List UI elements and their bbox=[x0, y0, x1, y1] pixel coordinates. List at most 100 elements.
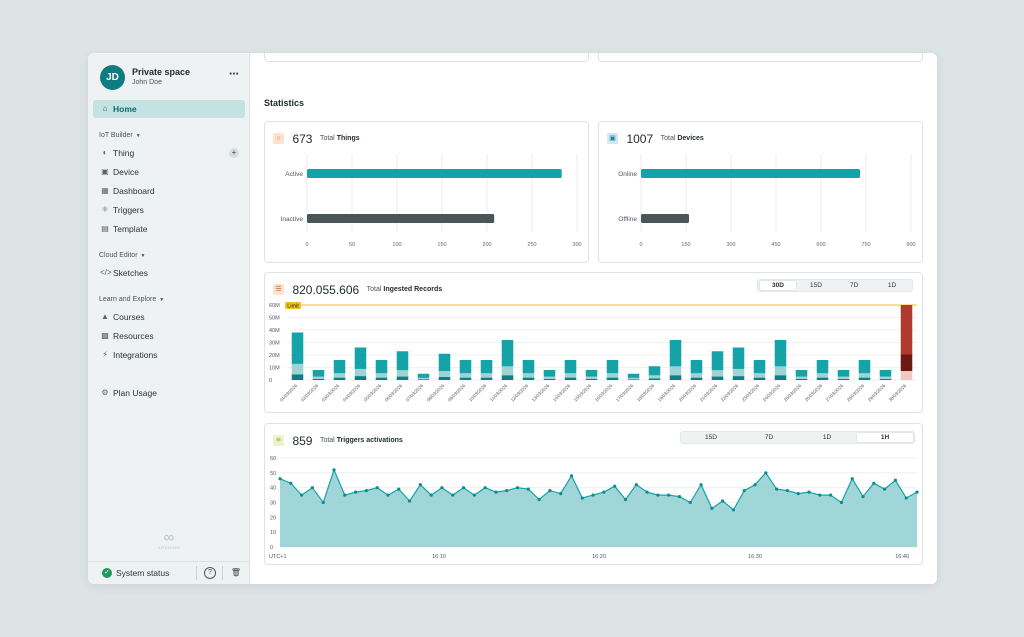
data-point bbox=[505, 489, 509, 493]
data-point bbox=[375, 486, 379, 490]
sidebar-item-plan-usage[interactable]: ⚙ Plan Usage bbox=[93, 384, 245, 402]
y-tick-label: 20M bbox=[269, 353, 280, 359]
bar-segment bbox=[375, 360, 388, 374]
data-point bbox=[397, 487, 401, 491]
bar-segment bbox=[291, 332, 304, 364]
bar-segment bbox=[312, 376, 325, 379]
data-point bbox=[591, 493, 595, 497]
data-point bbox=[548, 489, 552, 493]
bar-segment bbox=[522, 377, 535, 380]
bar-segment bbox=[480, 377, 493, 380]
y-tick-label: 30M bbox=[269, 341, 280, 347]
devices-total: 1007 bbox=[626, 131, 654, 146]
caret-down-icon: ▼ bbox=[140, 253, 146, 259]
x-tick-label: 16:40 bbox=[895, 554, 909, 560]
range-15d[interactable]: 15D bbox=[810, 282, 822, 289]
bar-segment bbox=[396, 351, 409, 371]
range-1h[interactable]: 1H bbox=[857, 433, 913, 442]
data-point bbox=[440, 486, 444, 490]
x-tick-label: 10/03/2026 bbox=[468, 383, 488, 403]
things-icon: ○ bbox=[273, 133, 284, 145]
range-15d[interactable]: 15D bbox=[705, 434, 717, 441]
data-point bbox=[559, 492, 563, 496]
x-tick-label: 0 bbox=[305, 242, 308, 248]
sidebar: JD Private space John Doe ⋯ ⌂ Home IoT B… bbox=[88, 53, 250, 584]
sidebar-item-dashboard[interactable]: ▦ Dashboard bbox=[93, 182, 245, 200]
data-point bbox=[688, 500, 692, 505]
sidebar-item-courses[interactable]: ▲ Courses bbox=[93, 308, 245, 326]
arduino-logo: ∞ ARDUINO bbox=[152, 530, 186, 553]
bar-segment bbox=[375, 377, 388, 380]
x-tick-label: 750 bbox=[861, 242, 870, 248]
x-tick-label: 17/03/2026 bbox=[615, 383, 635, 403]
records-stacked-bar-chart: 60M 50M 40M 30M 20M 10M 0 Limit 01/03/2026 02/03/… bbox=[269, 302, 917, 403]
data-point bbox=[796, 492, 800, 496]
bar-segment bbox=[753, 360, 766, 374]
sidebar-item-sketches[interactable]: </> Sketches bbox=[93, 264, 245, 282]
sidebar-item-template[interactable]: ▤ Template bbox=[93, 220, 245, 238]
sidebar-item-integrations[interactable]: ⚡ Integrations bbox=[93, 346, 245, 364]
data-point bbox=[915, 490, 919, 494]
x-tick-label: 24/03/2026 bbox=[762, 383, 782, 403]
sidebar-item-home[interactable]: ⌂ Home bbox=[93, 100, 245, 118]
bar-segment bbox=[816, 373, 829, 378]
x-tick-label: 450 bbox=[771, 242, 780, 248]
things-header: ○ 673 Total Things bbox=[273, 130, 360, 146]
y-tick-label: 40 bbox=[270, 486, 276, 492]
sidebar-item-resources[interactable]: ▩ Resources bbox=[93, 327, 245, 345]
y-tick-label: 60M bbox=[269, 303, 280, 309]
bar-segment bbox=[480, 360, 493, 374]
bar-segment bbox=[333, 377, 346, 380]
bar-segment bbox=[732, 368, 745, 377]
data-point bbox=[602, 490, 606, 494]
data-point bbox=[613, 484, 617, 488]
bar-segment bbox=[900, 354, 913, 371]
section-label: Learn and Explore bbox=[99, 296, 157, 303]
data-point bbox=[829, 493, 833, 497]
range-1d[interactable]: 1D bbox=[887, 282, 897, 289]
workspace-switcher[interactable]: JD Private space John Doe ⋯ bbox=[100, 65, 240, 91]
y-tick-label: 20 bbox=[270, 515, 276, 521]
devices-card: ▣ 1007 Total Devices 0 150 300 450 600 750 900… bbox=[598, 121, 923, 263]
caret-down-icon: ▼ bbox=[159, 297, 165, 303]
bar-segment bbox=[438, 376, 451, 380]
x-tick-label: 16/03/2026 bbox=[594, 383, 614, 403]
more-dots-icon[interactable]: ⋯ bbox=[229, 69, 240, 80]
x-tick-label: 22/03/2026 bbox=[720, 383, 740, 403]
things-card: ○ 673 Total Things 0 50 100 150 200 250 300 Act… bbox=[264, 121, 589, 263]
range-7d[interactable]: 7D bbox=[764, 434, 774, 441]
sidebar-item-triggers[interactable]: ⚛ Triggers bbox=[93, 201, 245, 219]
bar-segment bbox=[774, 366, 787, 376]
data-point bbox=[451, 493, 455, 497]
sidebar-item-label: Device bbox=[113, 167, 139, 177]
x-tick-label: 14/03/2026 bbox=[552, 383, 572, 403]
range-7d[interactable]: 7D bbox=[849, 282, 859, 289]
section-learn-explore[interactable]: Learn and Explore ▼ bbox=[99, 296, 164, 303]
category-label: Inactive bbox=[281, 216, 304, 223]
bar-segment bbox=[900, 305, 913, 355]
records-range-selector: 30D 15D 7D 1D bbox=[757, 279, 913, 292]
x-tick-label: 26/03/2026 bbox=[804, 383, 824, 403]
range-30d[interactable]: 30D bbox=[760, 281, 796, 290]
section-iot-builder[interactable]: IoT Builder ▼ bbox=[99, 132, 141, 139]
data-point bbox=[839, 500, 844, 505]
sidebar-item-device[interactable]: ▣ Device bbox=[93, 163, 245, 181]
x-tick-label: 150 bbox=[437, 242, 446, 248]
bar-segment bbox=[690, 360, 703, 374]
bar-segment bbox=[858, 360, 871, 374]
add-thing-plus-icon[interactable]: + bbox=[229, 148, 239, 158]
bar-segment bbox=[606, 360, 619, 374]
trash-icon[interactable]: 🗑 bbox=[230, 568, 242, 577]
bar-segment bbox=[753, 377, 766, 380]
section-cloud-editor[interactable]: Cloud Editor ▼ bbox=[99, 252, 145, 259]
help-icon[interactable]: ? bbox=[204, 567, 216, 579]
triggers-range-selector: 15D 7D 1D 1H bbox=[680, 431, 915, 444]
bar-segment bbox=[648, 366, 661, 376]
plug-icon: ⚡ bbox=[102, 350, 108, 359]
x-tick-label: 29/03/2026 bbox=[867, 383, 887, 403]
range-1d[interactable]: 1D bbox=[822, 434, 832, 441]
sidebar-item-thing[interactable]: ◐ Thing + bbox=[93, 144, 245, 162]
devices-bar-chart: 0 150 300 450 600 750 900 Online Offline bbox=[618, 154, 916, 248]
system-status-link[interactable]: System status bbox=[116, 568, 170, 578]
bar-segment bbox=[438, 353, 451, 372]
